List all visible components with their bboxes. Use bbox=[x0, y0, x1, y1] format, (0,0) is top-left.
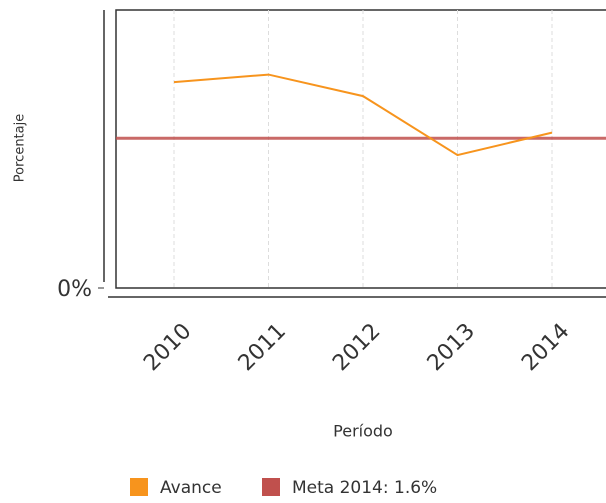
x-tick-label: 2010 bbox=[139, 319, 196, 376]
x-tick-label: 2013 bbox=[423, 319, 480, 376]
y-axis-label: Porcentaje bbox=[13, 114, 28, 182]
legend-label: Meta 2014: 1.6% bbox=[292, 478, 437, 498]
x-tick-label: 2012 bbox=[328, 319, 385, 376]
legend-swatch bbox=[262, 478, 280, 496]
legend-swatch bbox=[130, 478, 148, 496]
y-tick-label: 0% bbox=[57, 277, 92, 302]
x-tick-label: 2011 bbox=[234, 319, 291, 376]
data-line bbox=[173, 73, 553, 157]
legend-label: Avance bbox=[160, 478, 222, 498]
plot-frame bbox=[115, 9, 606, 289]
x-tick-label: 2014 bbox=[517, 319, 574, 376]
x-axis-label: Período bbox=[333, 422, 393, 441]
